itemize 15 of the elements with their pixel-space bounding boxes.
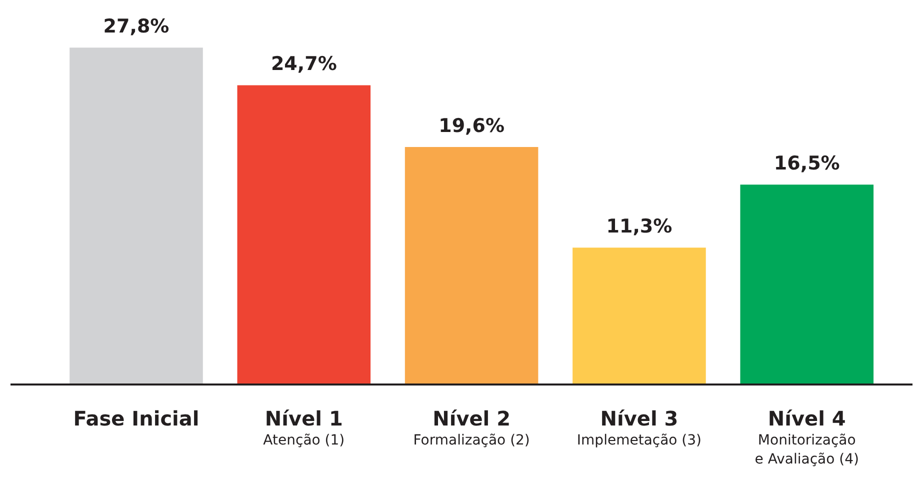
bar (404, 147, 538, 385)
x-tick-label: Fase Inicial (73, 406, 200, 431)
x-tick-label: Nível 2 Formalização (2) (413, 406, 530, 449)
data-label: 19,6% (438, 115, 505, 138)
bar (740, 184, 874, 385)
bar (70, 48, 203, 385)
x-tick-label: Nível 1 Atenção (1) (263, 406, 345, 449)
data-label: 16,5% (774, 152, 840, 175)
bar (572, 248, 706, 385)
bar (237, 85, 371, 385)
data-label: 11,3% (606, 216, 672, 238)
x-tick-label: Nível 3 Implemetação (3) (576, 406, 702, 449)
data-label: 27,8% (103, 16, 170, 38)
data-label: 24,7% (270, 53, 337, 76)
x-tick-label: Nível 4 Monitorização e Avaliação (4) (754, 406, 859, 468)
